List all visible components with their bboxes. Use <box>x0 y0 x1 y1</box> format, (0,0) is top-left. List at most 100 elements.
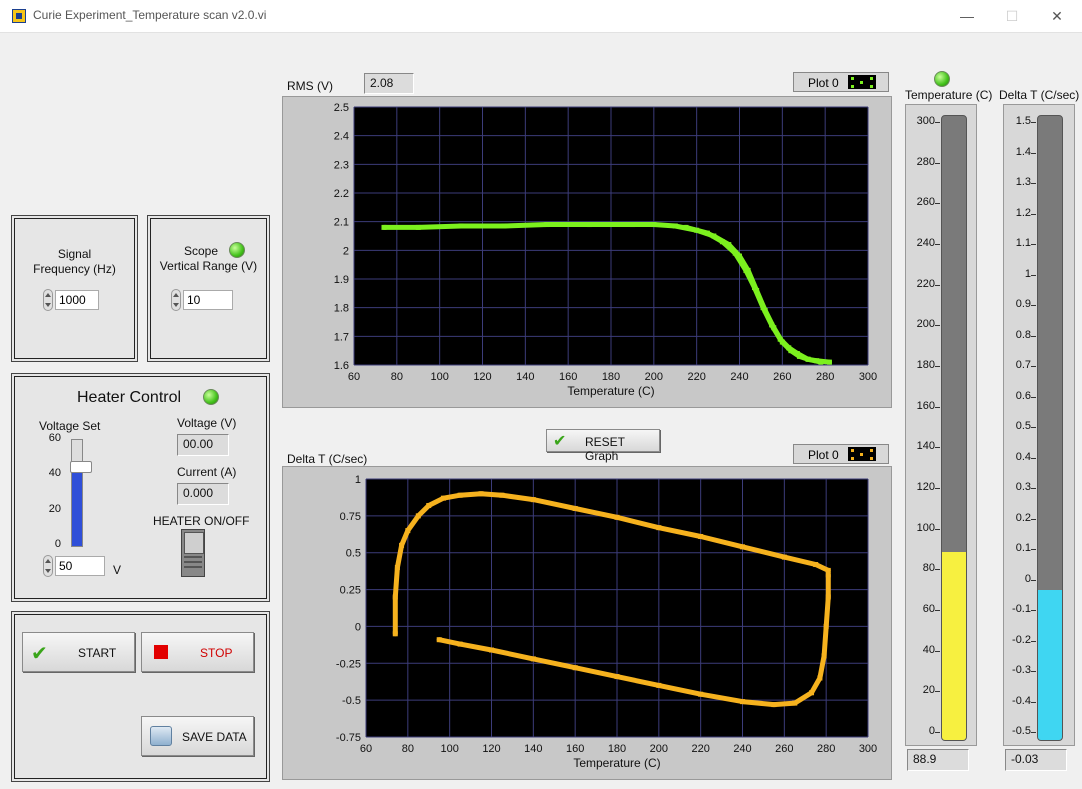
tank-tick-mark <box>935 366 940 367</box>
rms-y-tick-label: 1.6 <box>334 360 349 372</box>
frequency-input[interactable]: 1000 <box>55 290 99 310</box>
dt-y-tick-label: -0.75 <box>336 732 361 744</box>
dt-x-tick-label: 220 <box>691 743 709 755</box>
scope-range-input[interactable]: 10 <box>183 290 233 310</box>
tank-tick-mark <box>1031 274 1036 276</box>
scope-status-led <box>229 242 245 258</box>
temperature-tank-fill <box>942 552 966 740</box>
tank-tick-mark <box>935 325 940 327</box>
signal-label-line2: Frequency (Hz) <box>33 262 116 276</box>
rms-vs-temperature-chart[interactable]: 60 80 100 120 140 160 180 200 220 240 260 280 300 2.5… <box>283 97 891 407</box>
tank-tick-label: 260 <box>916 196 935 209</box>
tank-tick-mark <box>935 162 940 164</box>
maximize-button[interactable]: ☐ <box>1005 8 1019 24</box>
temperature-tank-label: Temperature (C) <box>905 88 993 102</box>
rms-plot-legend[interactable]: Plot 0 <box>793 72 889 92</box>
scope-range-panel: Scope Vertical Range (V) 10 <box>148 216 269 361</box>
close-button[interactable]: ✕ <box>1051 8 1063 24</box>
dt-plot-legend[interactable]: Plot 0 <box>793 444 889 464</box>
tank-tick-label: 240 <box>916 237 935 249</box>
tank-tick-label: 0 <box>1024 572 1031 585</box>
rms-series-1-point <box>777 336 783 342</box>
tank-tick-label: 200 <box>916 318 935 331</box>
rms-series-1-point <box>769 322 775 328</box>
scope-label-line2: Vertical Range (V) <box>159 259 258 273</box>
heater-onoff-label: HEATER ON/OFF <box>153 514 250 528</box>
scope-range-spinner[interactable] <box>171 289 181 311</box>
rms-x-tick-label: 120 <box>473 371 491 383</box>
dt-series-1-point <box>792 700 798 706</box>
voltage-slider-track[interactable] <box>71 439 83 547</box>
tank-tick-label: 300 <box>916 115 935 127</box>
tank-tick-mark <box>1031 518 1036 520</box>
rms-series-0-point <box>651 222 657 228</box>
tank-tick-label: 80 <box>922 562 935 575</box>
dt-y-tick-label: 0.5 <box>346 548 361 560</box>
dt-series-0-point <box>457 492 463 498</box>
dt-series-0-point <box>572 505 578 511</box>
heater-onoff-toggle[interactable] <box>181 529 205 577</box>
voltage-set-spinner[interactable] <box>43 555 53 577</box>
dt-x-tick-label: 100 <box>440 743 458 755</box>
title-bar: Curie Experiment_Temperature scan v2.0.v… <box>0 0 1082 33</box>
dt-x-tick-label: 300 <box>859 743 877 755</box>
rms-series-1-point <box>751 285 757 291</box>
dt-series-0-point <box>426 503 432 509</box>
save-data-button[interactable]: SAVE DATA <box>141 716 254 756</box>
frequency-spinner[interactable] <box>43 289 53 311</box>
voltage-slider-handle[interactable] <box>70 460 92 473</box>
heater-control-panel: Heater Control Voltage Set 60 40 20 0 50 V … <box>12 374 269 601</box>
tank-tick-mark <box>1031 549 1036 550</box>
dt-series-1-point <box>821 653 827 659</box>
tank-tick-label: 0.8 <box>1015 328 1031 341</box>
delta-t-vs-temperature-chart[interactable]: 60 80 100 120 140 160 180 200 220 240 260 280 300 1 0.… <box>283 467 891 779</box>
voltage-set-input[interactable]: 50 <box>55 556 105 576</box>
delta-t-tank-fill <box>1038 589 1062 740</box>
tank-tick-mark <box>1031 610 1036 611</box>
slider-tick-label: 20 <box>48 502 61 515</box>
tank-tick-label: -0.3 <box>1012 664 1031 676</box>
tank-tick-label: 0.4 <box>1015 450 1031 463</box>
dt-series-1-point <box>823 623 829 629</box>
voltage-slider-fill <box>72 466 82 546</box>
window-title: Curie Experiment_Temperature scan v2.0.v… <box>33 8 267 22</box>
tank-tick-label: 0.2 <box>1015 511 1031 524</box>
minimize-button[interactable]: — <box>960 8 974 24</box>
rms-series-1-point <box>743 267 749 273</box>
dt-series-0-point <box>392 594 398 600</box>
rms-series-1-point <box>704 230 710 236</box>
tank-tick-mark <box>935 406 940 408</box>
rms-x-tick-label: 200 <box>645 371 663 383</box>
rms-readout: 2.08 <box>364 73 414 94</box>
scope-label-line1: Scope <box>183 244 219 258</box>
dt-x-tick-label: 180 <box>608 743 626 755</box>
rms-y-tick-label: 1.8 <box>334 303 349 315</box>
start-button[interactable]: ✔ START <box>22 632 135 672</box>
rms-y-tick-label: 2.1 <box>334 217 349 229</box>
tank-tick-mark <box>935 569 940 571</box>
rms-x-tick-label: 220 <box>687 371 705 383</box>
rms-series-0-point <box>587 222 593 228</box>
tank-tick-mark <box>1031 427 1036 428</box>
rms-x-tick-label: 80 <box>391 371 403 383</box>
rms-x-tick-label: 300 <box>859 371 877 383</box>
tank-tick-label: 0 <box>928 725 935 737</box>
tank-tick-mark <box>1031 396 1036 398</box>
tank-tick-mark <box>935 732 940 733</box>
save-tray-icon <box>150 726 172 746</box>
rms-x-tick-label: 60 <box>348 371 360 383</box>
slider-tick-label: 60 <box>48 432 61 444</box>
dt-series-1-point <box>436 637 442 643</box>
rms-series-0-point <box>415 224 421 230</box>
dt-series-0-point <box>440 495 446 501</box>
rms-x-tick-label: 180 <box>602 371 620 383</box>
dt-graph-frame: 60 80 100 120 140 160 180 200 220 240 260 280 300 1 0.… <box>282 466 892 780</box>
current-readout-label: Current (A) <box>177 465 237 479</box>
stop-button[interactable]: STOP <box>141 632 254 672</box>
reset-graph-button[interactable]: ✔ RESET Graph <box>546 429 660 463</box>
tank-tick-mark <box>1031 152 1036 154</box>
rms-x-tick-label: 260 <box>773 371 791 383</box>
dt-x-tick-label: 60 <box>360 743 372 755</box>
rms-series-0-point <box>501 223 507 229</box>
signal-label-line1: Signal <box>57 247 92 261</box>
